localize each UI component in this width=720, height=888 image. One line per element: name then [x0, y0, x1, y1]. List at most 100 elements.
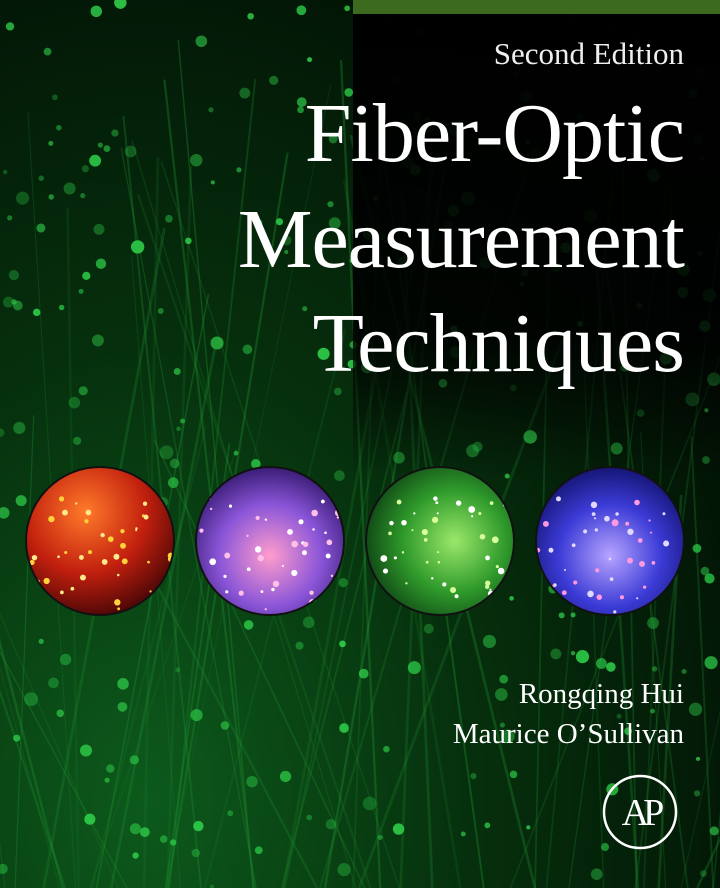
glow-dot [89, 154, 102, 167]
glow-dot [339, 723, 349, 733]
fiber-tip [255, 515, 260, 521]
glow-dot [2, 169, 8, 175]
fiber-tip [29, 559, 35, 566]
top-color-bar [353, 0, 720, 14]
glow-dot [16, 191, 30, 205]
fiber-tip [223, 574, 227, 578]
fiber-strand [0, 666, 61, 888]
fiber-tip [663, 540, 670, 547]
glow-dot [256, 219, 263, 226]
pink-fiber-image [195, 466, 345, 616]
glow-dot [209, 884, 215, 888]
glow-dot [499, 674, 509, 684]
fiber-tip [611, 519, 619, 527]
glow-dot [103, 145, 111, 153]
fiber-tip [587, 590, 594, 598]
fiber-tip [485, 580, 491, 586]
fiber-tip [437, 560, 441, 564]
glow-dot [129, 823, 141, 835]
fiber-tip [421, 529, 428, 536]
fiber-tip [281, 564, 284, 568]
fiber-tip [596, 594, 603, 600]
glow-dot [48, 194, 55, 200]
glow-dot [159, 445, 174, 460]
fiber-tip [595, 568, 600, 573]
glow-dot [239, 87, 251, 99]
fiber-tip [309, 590, 314, 595]
glow-dot [58, 304, 65, 311]
fiber-tip [60, 590, 64, 595]
fiber-tip [594, 528, 599, 532]
glow-dot [95, 258, 107, 269]
glow-dot [139, 827, 150, 838]
glow-dot [191, 848, 200, 858]
fiber-tip [393, 556, 397, 560]
glow-dot [302, 306, 308, 312]
glow-dot [190, 709, 203, 722]
glow-dot [81, 165, 89, 173]
glow-dot [328, 217, 341, 230]
glow-dot [56, 125, 62, 131]
fiber-tip [199, 528, 204, 533]
glow-dot [616, 713, 622, 719]
fiber-tip [31, 554, 38, 561]
fiber-strand [0, 612, 120, 888]
glow-dot [704, 573, 715, 584]
fiber-strand [0, 688, 67, 888]
glow-dot [78, 288, 84, 294]
fiber-tip [489, 588, 492, 591]
fiber-tip [330, 574, 334, 578]
fiber-tip [571, 543, 576, 548]
glow-dot [306, 814, 313, 821]
glow-dot [176, 426, 181, 432]
fiber-tip [260, 590, 264, 594]
glow-dot [651, 666, 658, 672]
glow-dot [558, 612, 565, 619]
fiber-tip [454, 594, 459, 599]
glow-dot [344, 88, 354, 97]
fiber-tip [411, 529, 414, 532]
fiber-tip [107, 536, 114, 542]
fiber-tip [401, 519, 407, 526]
title-panel [353, 0, 720, 480]
fiber-tip [561, 590, 567, 596]
fiber-tip [57, 555, 60, 559]
glow-dot [79, 744, 93, 757]
author-1: Rongqing Hui [518, 678, 684, 710]
fiber-tip [413, 512, 416, 515]
fiber-tip [396, 499, 402, 505]
fiber-tip [423, 538, 428, 542]
glow-dot [344, 5, 351, 12]
fiber-tip [425, 560, 429, 564]
fiber-tip [468, 506, 476, 513]
glow-dot [570, 651, 576, 656]
glow-dot [650, 708, 655, 714]
fiber-tip [401, 551, 405, 554]
glow-dot [339, 640, 346, 648]
glow-dot [700, 870, 707, 877]
glow-dot [695, 756, 700, 761]
glow-dot [80, 193, 86, 199]
fiber-tip [542, 520, 549, 527]
title-line-1: Fiber-Optic [304, 87, 685, 180]
fiber-tip [648, 519, 651, 522]
glow-dot [132, 852, 139, 859]
glow-dot [358, 668, 369, 679]
glow-dot [106, 764, 115, 773]
fiber-tip [209, 558, 217, 566]
glow-dot [681, 668, 687, 674]
fiber-tip [627, 528, 634, 535]
glow-dot [317, 347, 330, 360]
fiber-tip [553, 583, 557, 587]
glow-dot [114, 0, 127, 9]
fiber-tip [228, 504, 233, 508]
glow-dot [38, 175, 45, 181]
fiber-tip [436, 512, 439, 515]
glow-dot [307, 57, 313, 63]
glow-dot [73, 436, 82, 445]
fiber-strand [153, 439, 366, 888]
glow-dot [392, 823, 405, 835]
fiber-tip [120, 542, 126, 549]
glow-dot [338, 578, 348, 588]
